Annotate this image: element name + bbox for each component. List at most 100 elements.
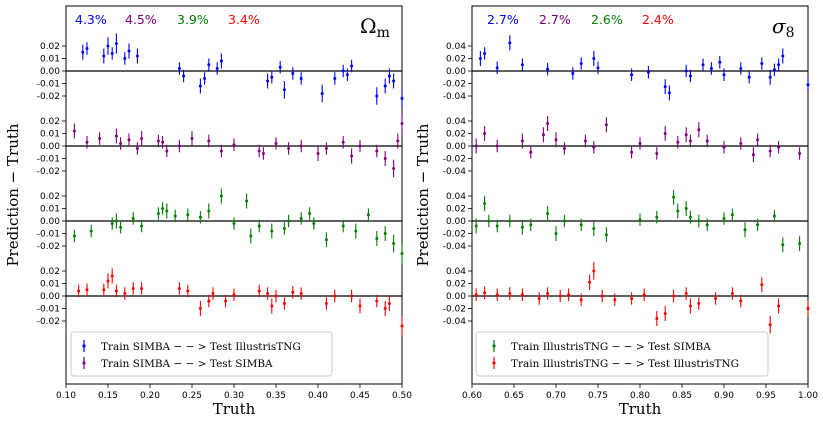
left-ytick-label: -0.01 — [37, 230, 60, 240]
right-data-point — [722, 145, 726, 149]
left-data-point — [350, 294, 354, 298]
left-data-point — [383, 307, 387, 310]
right-ytick-label: -0.02 — [443, 230, 466, 240]
right-data-point — [798, 242, 802, 245]
right-data-point — [781, 54, 785, 58]
left-panel-omega-m: 4.3% 4.5% 3.9% 3.4% Ωm 0.02 0.01 0.00 -0.01… — [4, 5, 412, 418]
right-legend-box — [475, 331, 769, 377]
right-x-axis-title: Truth — [619, 400, 662, 418]
right-data-point — [508, 41, 512, 45]
left-data-point — [392, 167, 396, 170]
left-data-point — [400, 252, 404, 255]
left-data-point — [81, 50, 85, 54]
right-data-point — [646, 70, 650, 74]
left-percent-purple: 4.5% — [125, 12, 157, 27]
left-data-point — [232, 293, 236, 297]
left-data-point — [123, 292, 127, 295]
left-data-point — [299, 217, 303, 220]
left-data-point — [341, 224, 345, 228]
right-data-point — [546, 212, 550, 215]
left-data-point — [119, 142, 123, 145]
right-zero-lines — [472, 70, 808, 297]
left-data-point — [400, 324, 404, 328]
right-data-point — [730, 292, 734, 295]
left-band-ticks: 0.02 0.01 0.00 -0.01 -0.02 0.02 0.01 0.00 -0.01 -… — [37, 42, 66, 327]
right-y-axis-title: Prediction − Truth — [414, 123, 432, 266]
left-data-point — [291, 290, 295, 294]
left-data-point — [249, 234, 253, 238]
right-data-point — [474, 293, 478, 297]
right-xtick-label: 0.60 — [462, 391, 482, 401]
right-xtick-label: 0.65 — [504, 391, 524, 401]
left-data-point — [173, 214, 177, 218]
right-data-point — [487, 219, 491, 223]
right-data-point — [592, 227, 596, 230]
right-ytick-label: 0.04 — [446, 42, 466, 52]
right-data-point — [529, 150, 533, 154]
right-data-point — [655, 152, 659, 155]
right-data-point — [760, 62, 764, 65]
right-data-point — [722, 217, 726, 220]
left-data-point — [320, 92, 324, 95]
right-data-point — [676, 140, 680, 144]
right-data-point — [579, 62, 583, 65]
right-legend-dot-green — [492, 344, 496, 348]
right-data-point — [705, 223, 709, 227]
left-data-point — [387, 302, 391, 305]
right-data-point — [508, 219, 512, 223]
right-data-point — [600, 294, 604, 298]
right-ytick-label: 0.04 — [446, 117, 466, 127]
left-data-point — [102, 288, 106, 292]
left-data-point — [140, 224, 144, 228]
right-data-point — [781, 243, 785, 247]
left-data-point — [140, 287, 144, 290]
left-ytick-label: 0.01 — [40, 55, 60, 65]
right-data-point — [520, 293, 524, 297]
left-data-point — [85, 288, 89, 292]
right-percent-purple: 2.7% — [539, 12, 571, 27]
left-ytick-label: -0.02 — [37, 92, 60, 102]
right-data-point — [697, 302, 701, 305]
right-data-point — [537, 297, 541, 300]
left-data-point — [270, 229, 274, 233]
left-data-point — [232, 143, 236, 147]
left-data-point — [341, 69, 345, 73]
left-parameter-subscript: m — [377, 25, 390, 41]
left-ytick-label: 0.00 — [40, 67, 60, 77]
left-data-point — [375, 149, 379, 153]
right-ytick-label: -0.02 — [443, 155, 466, 165]
left-data-point — [182, 74, 186, 78]
right-data-marks — [474, 35, 810, 334]
left-data-point — [392, 79, 396, 83]
left-ytick-label: -0.02 — [37, 242, 60, 252]
left-legend: Train SIMBA − − > Test IllustrisTNG Trai… — [70, 331, 333, 377]
left-data-point — [77, 289, 81, 293]
right-data-point — [596, 66, 600, 70]
left-ytick-label: 0.00 — [40, 292, 60, 302]
left-data-point — [278, 65, 282, 69]
left-legend-label-blue: Train SIMBA − − > Test IllustrisTNG — [101, 341, 301, 353]
right-xtick-label: 1.00 — [798, 391, 818, 401]
right-data-point — [562, 147, 566, 150]
left-data-point — [274, 142, 278, 145]
left-xtick-label: 0.50 — [392, 391, 412, 401]
left-ytick-label: 0.01 — [40, 205, 60, 215]
left-data-point — [207, 139, 211, 143]
right-data-point — [562, 219, 566, 223]
right-data-point — [642, 293, 646, 297]
left-data-point — [190, 137, 194, 140]
left-data-point — [161, 140, 165, 144]
right-data-point — [474, 144, 478, 148]
right-series-2 — [474, 189, 802, 253]
right-data-point — [684, 292, 688, 295]
right-ytick-label: 0.00 — [446, 67, 466, 77]
right-data-point — [806, 83, 810, 87]
right-data-point — [520, 225, 524, 229]
right-data-point — [756, 223, 760, 227]
left-data-point — [110, 222, 114, 225]
right-ytick-label: 0.00 — [446, 142, 466, 152]
right-data-point — [684, 69, 688, 73]
left-data-point — [98, 137, 102, 140]
right-ytick-label: 0.00 — [446, 292, 466, 302]
left-ytick-label: 0.02 — [40, 192, 60, 202]
